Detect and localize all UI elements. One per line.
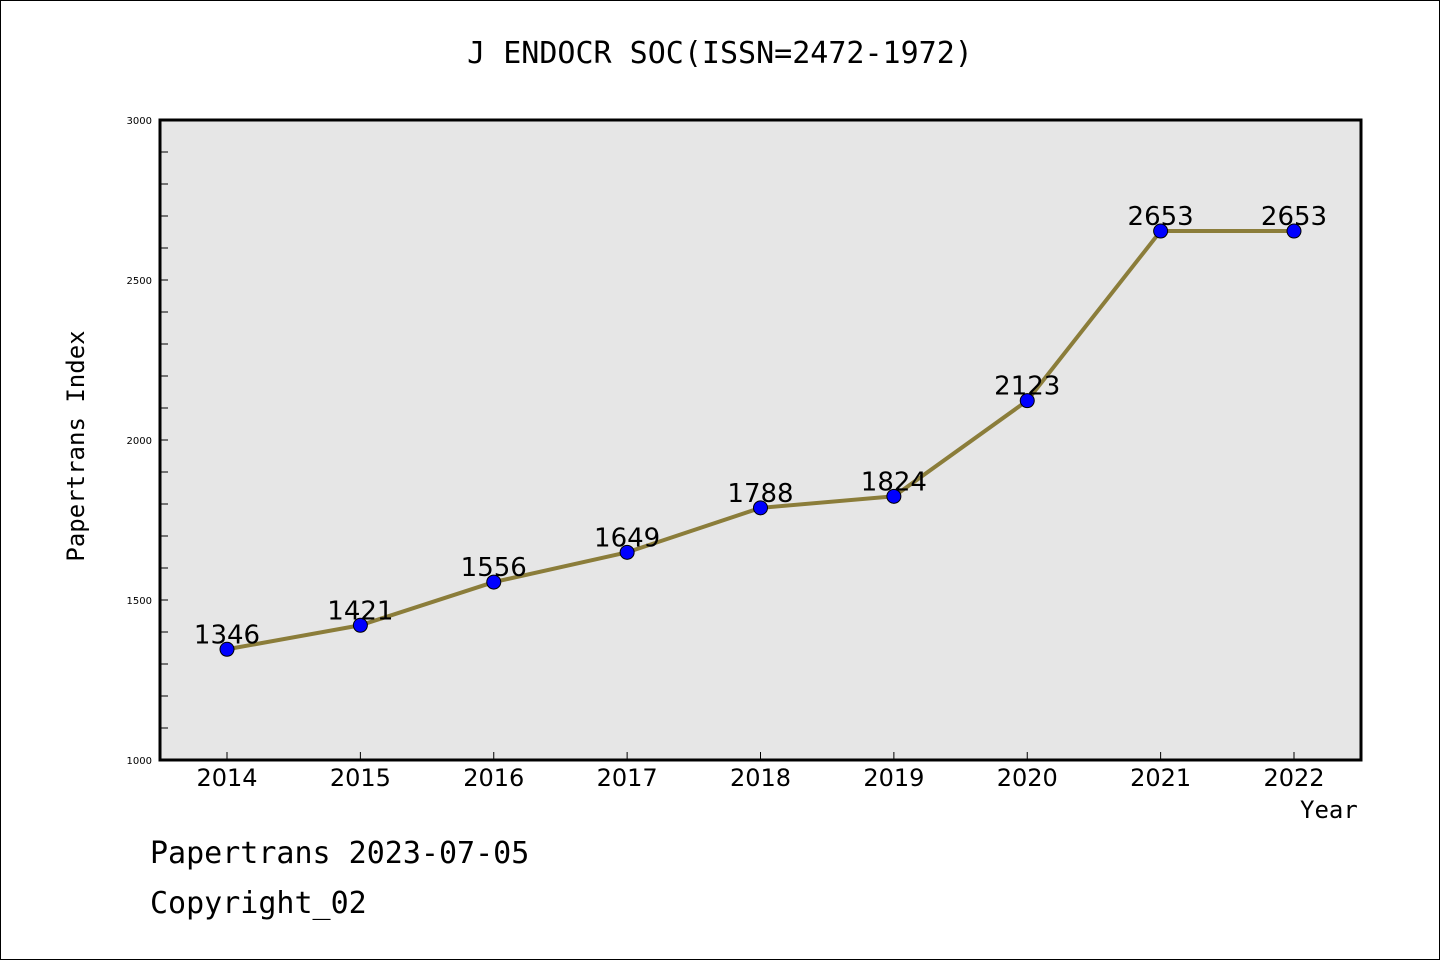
data-label: 1824 <box>861 467 927 497</box>
data-point <box>1019 393 1035 409</box>
x-tick-label: 2015 <box>330 764 391 792</box>
data-point <box>1153 223 1169 239</box>
x-tick-label: 2020 <box>997 764 1058 792</box>
data-label: 2653 <box>1261 202 1327 232</box>
data-label: 1788 <box>727 479 793 509</box>
data-point <box>886 488 902 504</box>
data-point <box>219 641 235 657</box>
data-label: 1556 <box>461 553 527 583</box>
footer-copyright: Copyright_02 <box>150 886 367 921</box>
y-tick-label: 3000 <box>127 116 152 127</box>
data-label: 1421 <box>327 596 393 626</box>
data-label: 1346 <box>194 620 260 650</box>
data-point <box>753 500 768 516</box>
data-label: 2123 <box>994 372 1060 402</box>
chart-title: J ENDOCR SOC(ISSN=2472-1972) <box>467 36 973 71</box>
data-label: 2653 <box>1128 202 1194 232</box>
data-point <box>486 574 502 590</box>
data-point <box>352 617 368 633</box>
data-label: 1649 <box>594 523 660 553</box>
x-tick-label: 2016 <box>463 764 524 792</box>
y-tick-label: 2000 <box>127 436 152 447</box>
x-tick-label: 2022 <box>1263 764 1324 792</box>
x-tick-label: 2018 <box>730 764 791 792</box>
y-tick-label: 1000 <box>127 756 152 767</box>
x-tick-label: 2014 <box>196 764 257 792</box>
footer-source: Papertrans 2023-07-05 <box>150 836 530 871</box>
plot-border <box>158 118 1363 762</box>
y-tick-label: 2500 <box>127 276 152 287</box>
data-point <box>619 544 635 560</box>
y-tick-label: 1500 <box>127 596 152 607</box>
x-axis-label: Year <box>1300 796 1358 824</box>
data-point <box>1286 223 1302 239</box>
x-tick-label: 2021 <box>1130 764 1191 792</box>
x-tick-label: 2017 <box>597 764 658 792</box>
x-tick-label: 2019 <box>863 764 924 792</box>
